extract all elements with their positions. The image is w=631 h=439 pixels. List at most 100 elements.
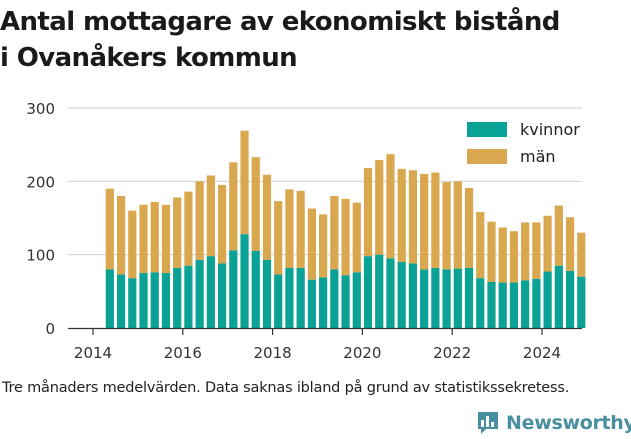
bar-män-2018-Q4 [307,208,316,280]
bar-kvinnor-2016-Q3 [206,256,215,328]
legend-label-kvinnor: kvinnor [520,120,580,139]
x-tick-label: 2018 [254,344,292,362]
bar-män-2015-Q1 [139,204,148,273]
bar-kvinnor-2021-Q3 [431,267,440,328]
bar-män-2016-Q1 [184,191,193,266]
x-tick-label: 2024 [523,344,561,362]
legend: kvinnor män [467,120,580,166]
bar-kvinnor-2017-Q2 [240,234,249,328]
bar-kvinnor-2019-Q3 [341,275,350,328]
bar-män-2019-Q3 [341,198,350,276]
bar-kvinnor-2019-Q2 [330,269,339,328]
bar-män-2014-Q4 [128,210,137,279]
bar-kvinnor-2018-Q1 [274,274,283,328]
y-tick-label: 200 [26,173,55,191]
brand-name: Newsworthy [506,412,631,434]
bar-män-2021-Q4 [442,182,451,270]
bar-män-2023-Q3 [521,222,530,281]
bar-kvinnor-2020-Q4 [397,262,406,328]
bar-män-2024-Q1 [543,215,552,272]
brand-logo[interactable]: Newsworthy [476,408,631,438]
axes: 0 100 200 300 2014 2016 2018 2020 2022 2024 [26,100,582,362]
y-tick-label: 0 [45,320,55,338]
x-tick-label: 2016 [164,344,202,362]
bar-män-2020-Q1 [363,168,373,257]
bar-kvinnor-2016-Q2 [195,259,204,328]
bar-kvinnor-2023-Q4 [532,278,541,328]
bar-män-2022-Q1 [453,181,462,269]
bar-kvinnor-2015-Q1 [139,273,148,328]
bar-män-2017-Q1 [229,162,238,251]
bar-män-2018-Q3 [296,190,305,268]
legend-label-män: män [520,147,556,166]
bar-män-2015-Q2 [150,201,159,273]
bar-män-2015-Q4 [173,197,182,268]
bar-kvinnor-2022-Q1 [453,268,462,328]
bar-kvinnor-2019-Q1 [319,277,328,328]
bar-män-2016-Q3 [206,175,215,257]
bar-kvinnor-2024-Q3 [565,270,575,328]
bar-kvinnor-2020-Q3 [386,258,395,328]
bar-män-2019-Q2 [330,196,339,270]
legend-swatch-män [467,149,507,164]
bar-män-2024-Q3 [565,217,575,271]
bar-män-2017-Q2 [240,130,249,235]
bar-män-2016-Q2 [195,181,204,260]
bar-kvinnor-2017-Q1 [229,250,238,328]
bar-män-2016-Q4 [217,185,227,264]
bar-kvinnor-2017-Q3 [251,251,260,328]
bar-män-2023-Q1 [498,227,507,283]
footnote: Tre månaders medelvärden. Data saknas ib… [2,380,570,396]
bar-kvinnor-2023-Q3 [521,280,530,328]
bar-män-2021-Q3 [431,172,440,268]
bar-kvinnor-2016-Q4 [217,263,227,328]
bar-chart-chat-bubble-icon [478,412,498,434]
bar-kvinnor-2024-Q1 [543,271,552,328]
bar-män-2020-Q2 [375,160,384,255]
bar-män-2014-Q3 [116,196,126,275]
bar-män-2015-Q3 [161,204,171,273]
bar-män-2018-Q1 [274,201,283,275]
bar-män-2021-Q2 [420,174,429,270]
x-tick-label: 2022 [433,344,471,362]
bars [105,130,586,328]
bar-kvinnor-2022-Q3 [476,278,485,328]
bar-män-2017-Q3 [251,157,260,251]
bar-män-2014-Q2 [105,188,114,270]
chart-title-line-1: Antal mottagare av ekonomiskt bistånd [0,7,560,37]
bar-män-2022-Q2 [464,187,474,268]
bar-kvinnor-2018-Q3 [296,267,305,328]
y-tick-label: 300 [26,100,55,118]
y-tick-label: 100 [26,247,55,265]
bar-män-2020-Q4 [397,168,406,262]
bar-män-2023-Q2 [509,231,519,283]
bar-kvinnor-2018-Q4 [307,279,316,328]
bar-kvinnor-2020-Q1 [363,256,373,328]
bar-män-2020-Q3 [386,154,395,259]
bar-män-2022-Q4 [487,221,496,282]
bar-kvinnor-2016-Q1 [184,265,193,328]
bar-kvinnor-2019-Q4 [352,272,361,328]
bar-män-2022-Q3 [476,212,485,279]
bar-kvinnor-2023-Q1 [498,282,507,328]
legend-swatch-kvinnor [467,122,507,137]
bar-män-2024-Q4 [577,232,586,277]
bar-män-2021-Q1 [408,170,418,264]
bar-kvinnor-2021-Q1 [408,263,418,328]
bar-kvinnor-2014-Q4 [128,278,137,328]
x-tick-label: 2020 [343,344,381,362]
bar-män-2018-Q2 [285,189,294,268]
bar-kvinnor-2021-Q2 [420,269,429,328]
bar-kvinnor-2024-Q4 [577,276,586,328]
bar-kvinnor-2014-Q2 [105,269,114,328]
x-tick-label: 2014 [74,344,112,362]
bar-kvinnor-2017-Q4 [262,259,272,328]
bar-kvinnor-2023-Q2 [509,282,519,328]
bar-kvinnor-2020-Q2 [375,254,384,328]
bar-kvinnor-2022-Q4 [487,281,496,328]
bar-kvinnor-2021-Q4 [442,269,451,328]
bar-kvinnor-2014-Q3 [116,274,126,328]
bar-kvinnor-2015-Q4 [173,267,182,328]
chart-title-line-2: i Ovanåkers kommun [0,43,298,73]
